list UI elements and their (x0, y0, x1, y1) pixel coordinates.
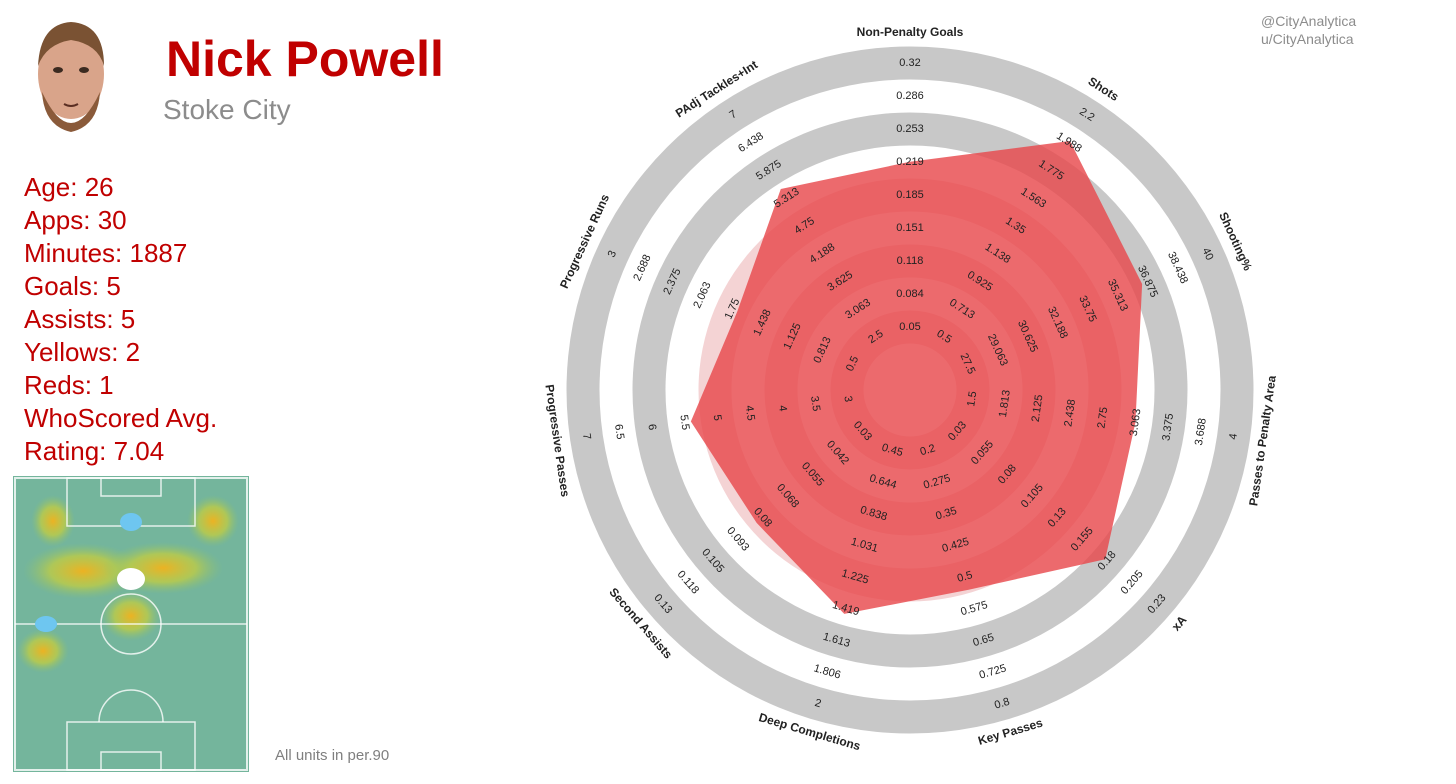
radar-tick-label: 0.219 (896, 156, 924, 168)
radar-tick-label: 0.45 (880, 442, 904, 460)
radar-tick-label: 4 (776, 404, 789, 412)
radar-tick-label: 6 (645, 423, 658, 431)
radar-tick-label: 6.5 (612, 423, 626, 440)
radar-tick-label: 0.151 (896, 222, 924, 234)
radar-tick-label: 3.688 (1193, 417, 1209, 446)
radar-tick-label: 0.5 (956, 569, 974, 585)
stat-age: Age: 26 (24, 172, 114, 202)
radar-tick-label: 0.185 (896, 189, 924, 201)
radar-tick-label: 0.8 (993, 696, 1011, 712)
radar-tick-label: 3 (841, 395, 854, 403)
radar-tick-label: 0.32 (899, 57, 920, 69)
team-name: Stoke City (163, 94, 291, 125)
stat-whoscored-label: WhoScored Avg. (24, 403, 218, 433)
radar-tick-label: 7 (580, 433, 593, 441)
marker-position-avg (117, 568, 145, 590)
units-footnote: All units in per.90 (275, 747, 390, 764)
radar-tick-label: 2 (813, 697, 822, 710)
stat-minutes: Minutes: 1887 (24, 238, 188, 268)
radar-axis-label: Non-Penalty Goals (857, 25, 964, 39)
radar-tick-label: 7 (727, 108, 739, 121)
marker-position-1 (120, 513, 142, 531)
radar-tick-label: 5 (711, 414, 724, 422)
radar-tick-label: 2.75 (1095, 406, 1110, 429)
radar-tick-label: 0.35 (934, 505, 958, 523)
radar-tick-label: 3.5 (808, 395, 822, 412)
stat-goals: Goals: 5 (24, 271, 121, 301)
pitch-heatmap (13, 476, 249, 772)
radar-axis-label: xA (1169, 613, 1190, 634)
stat-yellows: Yellows: 2 (24, 337, 141, 367)
stat-reds: Reds: 1 (24, 370, 114, 400)
stat-assists: Assists: 5 (24, 304, 136, 334)
stat-rating: Rating: 7.04 (24, 436, 165, 466)
radar-tick-label: 4 (1227, 433, 1240, 441)
radar-tick-label: 3.375 (1160, 413, 1176, 442)
radar-tick-label: 0.084 (896, 288, 924, 300)
radar-tick-label: 3 (606, 249, 619, 260)
radar-tick-label: 0.253 (896, 123, 924, 135)
credit-twitter: @CityAnalytica (1261, 13, 1357, 29)
credits: @CityAnalytica u/CityAnalytica (1261, 12, 1356, 48)
stat-apps: Apps: 30 (24, 205, 127, 235)
player-stats-list: Age: 26 Apps: 30 Minutes: 1887 Goals: 5 … (24, 171, 217, 468)
radar-tick-label: 0.286 (896, 90, 924, 102)
radar-tick-label: 1.5 (965, 391, 979, 408)
radar-tick-label: 0.65 (972, 632, 996, 650)
player-name: Nick Powell (166, 31, 444, 87)
radar-tick-label: 40 (1200, 246, 1216, 262)
radar-tick-label: 0.5 (844, 354, 861, 373)
radar-chart: 0.050.0840.1180.1510.1850.2190.2530.2860… (542, 25, 1278, 753)
credit-reddit: u/CityAnalytica (1261, 31, 1354, 47)
radar-tick-label: 0.05 (899, 321, 920, 333)
radar-tick-label: 4.5 (743, 405, 757, 422)
player-photo (26, 14, 116, 154)
radar-tick-label: 2.438 (1062, 399, 1078, 428)
radar-data-polygon (690, 141, 1143, 614)
radar-tick-label: 5.5 (677, 414, 691, 431)
radar-tick-label: 0.118 (897, 255, 924, 267)
marker-position-2 (35, 616, 57, 632)
radar-tick-label: 1.813 (997, 389, 1013, 418)
radar-tick-label: 2.125 (1030, 394, 1046, 423)
radar-tick-label: 3.063 (1128, 408, 1144, 437)
radar-tick-label: 0.2 (919, 442, 937, 458)
